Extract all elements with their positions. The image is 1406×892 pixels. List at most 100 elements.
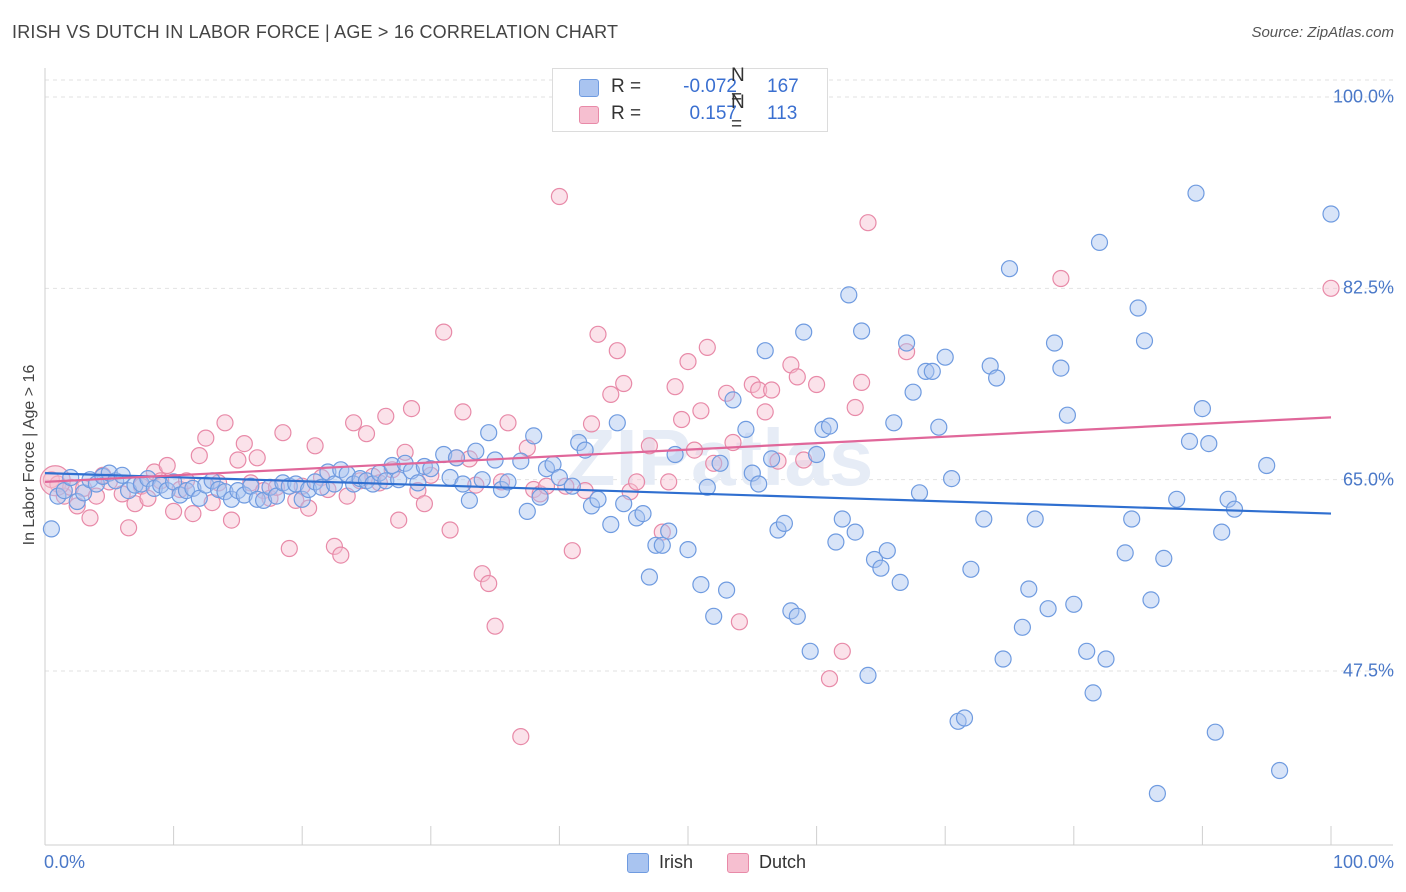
irish-point-170 [1270, 761, 1289, 780]
dutch-point-79 [582, 415, 601, 433]
x-tick-max: 100.0% [1332, 852, 1394, 872]
legend-item-dutch[interactable]: Dutch [727, 852, 806, 873]
irish-point-145 [1045, 334, 1064, 352]
irish-point-118 [852, 322, 871, 340]
dutch-point-66 [480, 574, 498, 593]
irish-point-102 [750, 475, 768, 493]
irish-point-94 [692, 575, 710, 594]
irish-point-141 [1013, 618, 1032, 636]
irish-point-135 [962, 560, 980, 578]
irish-point-155 [1129, 299, 1147, 317]
legend-label-dutch: Dutch [759, 852, 807, 872]
irish-point-129 [923, 362, 941, 380]
dutch-legend-swatch [727, 852, 749, 873]
r-label: R = [611, 76, 642, 97]
axes [44, 68, 1393, 846]
dutch-point-95 [705, 454, 723, 472]
dutch-point-28 [229, 451, 247, 469]
dutch-point-85 [627, 473, 646, 491]
irish-point-63 [454, 475, 472, 493]
dutch-point-110 [846, 398, 864, 417]
irish-point-98 [717, 581, 736, 599]
irish-point-72 [518, 502, 536, 520]
dutch-point-103 [769, 452, 787, 470]
irish-point-122 [878, 542, 896, 560]
irish-point-156 [1135, 332, 1154, 350]
dutch-point-14 [139, 489, 157, 507]
dutch-point-29 [235, 435, 253, 453]
irish-point-134 [955, 709, 974, 727]
irish-point-160 [1168, 490, 1186, 508]
irish-point-132 [942, 470, 961, 488]
dutch-point-22 [190, 447, 208, 465]
irish-point-95 [698, 478, 716, 496]
dutch-point-81 [602, 385, 620, 403]
dutch-point-111 [852, 373, 871, 391]
dutch-point-82 [608, 342, 626, 360]
irish-point-73 [525, 427, 543, 445]
irish-point-128 [917, 362, 935, 380]
legend-label-irish: Irish [659, 852, 694, 872]
irish-legend-swatch [627, 852, 649, 873]
irish-point-89 [647, 536, 665, 554]
irish-point-139 [994, 650, 1012, 668]
irish-point-123 [885, 414, 903, 432]
dutch-point-60 [441, 521, 459, 539]
dutch-point-91 [679, 353, 697, 371]
dutch-point-11 [120, 519, 138, 537]
dutch-point-88 [660, 473, 678, 491]
irish-point-114 [827, 533, 845, 551]
irish-point-74 [531, 488, 549, 506]
irish-point-126 [904, 383, 922, 401]
irish-point-105 [769, 521, 787, 539]
irish-point-115 [833, 510, 851, 528]
irish-point-164 [1200, 435, 1218, 453]
irish-point-65 [467, 442, 485, 460]
irish-point-149 [1078, 642, 1096, 660]
legend-item-irish[interactable]: Irish [627, 852, 693, 873]
irish-point-131 [936, 348, 954, 366]
irish-point-28 [222, 490, 241, 508]
dutch-point-83 [615, 374, 633, 393]
n-label: N = [731, 65, 745, 108]
irish-point-93 [679, 540, 697, 559]
irish-point-62 [447, 449, 466, 467]
irish-point-119 [859, 666, 877, 685]
irish-point-70 [499, 473, 517, 491]
irish-point-147 [1058, 406, 1077, 424]
irish-point-143 [1026, 510, 1044, 528]
dutch-point-112 [859, 214, 877, 232]
dutch-point-101 [756, 403, 774, 421]
dutch-point-62 [454, 403, 472, 421]
n-label: N = [731, 92, 745, 135]
irish-point-30 [235, 486, 253, 504]
dutch-point-65 [473, 565, 491, 583]
irish-point-64 [460, 491, 478, 509]
dutch-point-102 [762, 381, 781, 399]
dutch-point-21 [184, 504, 202, 523]
dutch-point-69 [499, 414, 517, 432]
irish-point-108 [788, 607, 806, 625]
r-value-dutch: 0.157 [689, 103, 737, 124]
irish-point-84 [608, 414, 626, 432]
irish-point-158 [1148, 784, 1167, 803]
irish-point-90 [653, 536, 671, 554]
dutch-point-31 [248, 449, 266, 467]
dutch-point-86 [640, 437, 659, 455]
dutch-point-46 [345, 414, 363, 432]
dutch-point-107 [807, 375, 826, 394]
irish-point-136 [975, 510, 993, 528]
irish-point-87 [634, 504, 652, 523]
irish-point-67 [480, 424, 498, 442]
dutch-point-96 [717, 384, 736, 402]
r-label: R = [611, 103, 642, 124]
dutch-point-17 [158, 456, 176, 475]
dutch-point-53 [390, 511, 408, 529]
y-tick-label-1: 65.0% [1342, 469, 1394, 490]
irish-point-21 [177, 482, 196, 500]
dutch-point-80 [589, 325, 607, 343]
y-tick-label-0: 47.5% [1342, 660, 1394, 681]
irish-point-59 [422, 460, 440, 478]
irish-point-101 [743, 464, 761, 482]
irish-point-82 [589, 490, 607, 508]
